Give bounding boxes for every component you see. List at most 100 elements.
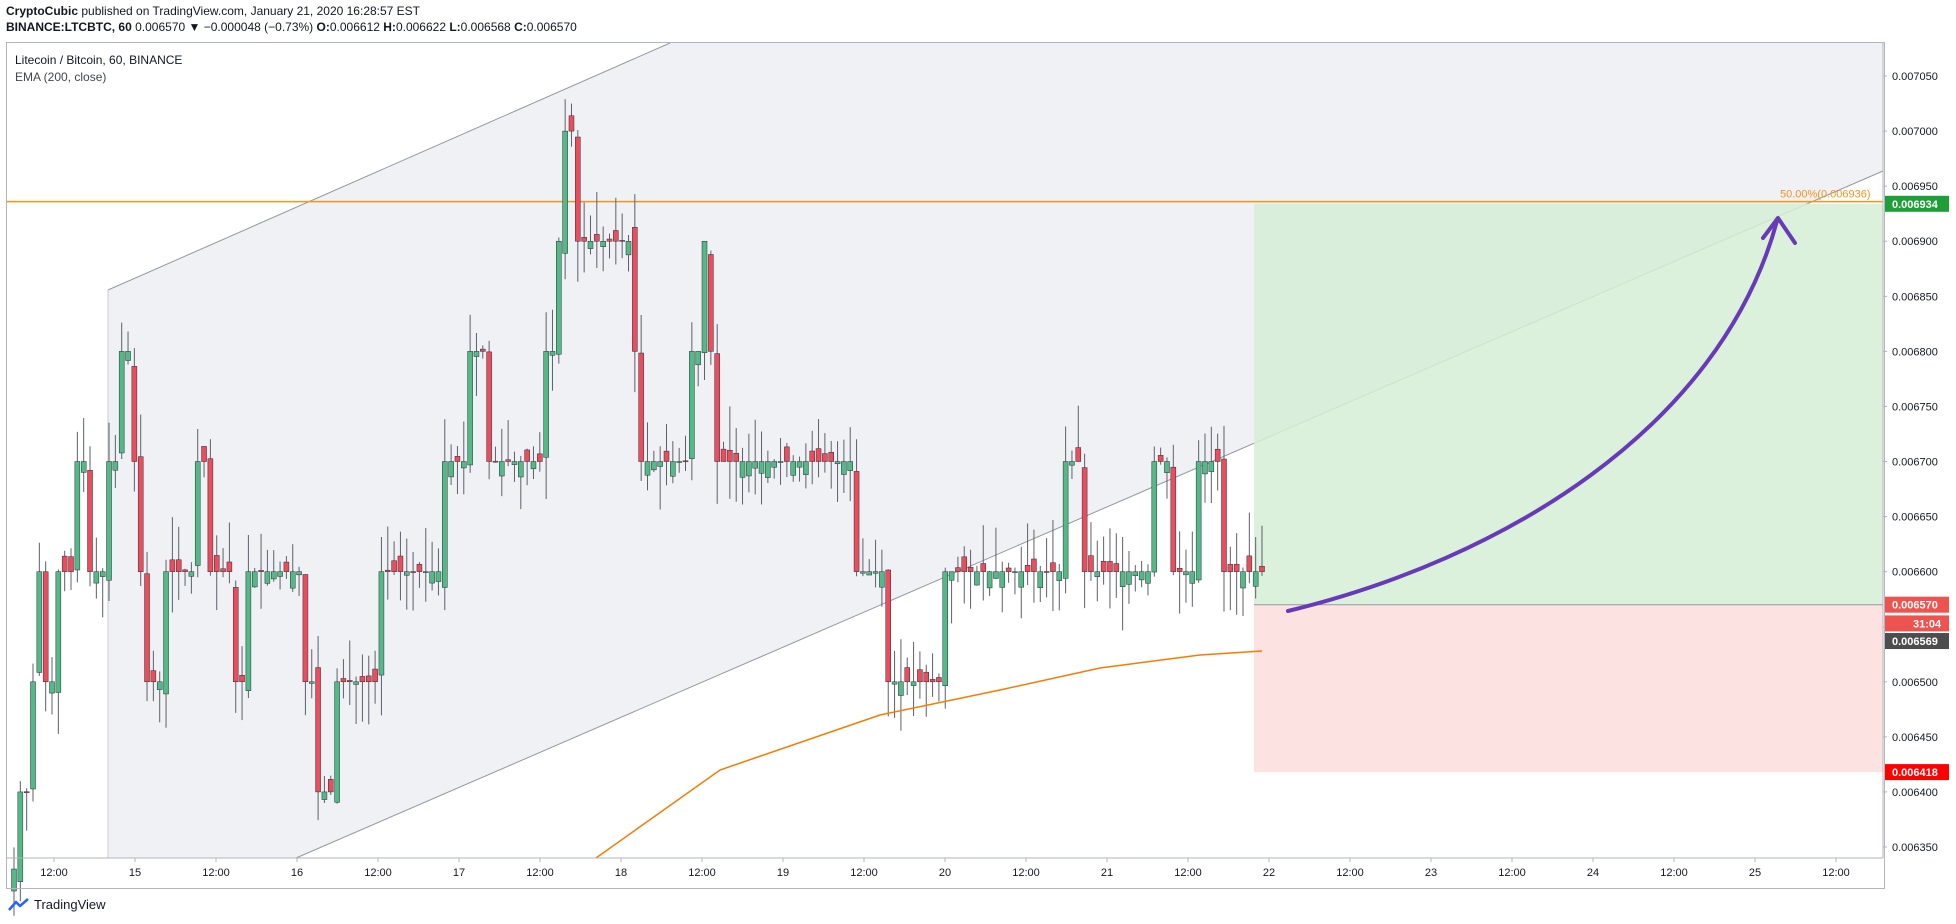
stop-zone: [1254, 604, 1883, 773]
candle-body: [289, 571, 296, 589]
low-value: 0.006568: [460, 20, 511, 34]
author-name[interactable]: CryptoCubic: [6, 4, 78, 18]
candle-body: [815, 448, 822, 462]
time-tick-label: 12:00: [688, 867, 716, 879]
candle-body: [467, 351, 473, 466]
candle-body: [334, 681, 340, 803]
price-tick-label: 0.007000: [1892, 126, 1938, 138]
time-tick-label: 12:00: [1498, 867, 1526, 879]
brand-label: TradingView: [34, 897, 106, 912]
last-price: 0.006570: [135, 20, 186, 34]
candle-body: [1050, 562, 1056, 572]
candle-body: [1208, 461, 1215, 472]
candle-body: [1246, 555, 1253, 572]
candle-body: [442, 461, 448, 588]
price-tag-last: [1884, 596, 1949, 613]
candle-body: [594, 234, 600, 242]
candle-body: [150, 670, 157, 683]
time-tick-label: 23: [1425, 867, 1437, 879]
candle-body: [841, 461, 847, 475]
candle-body: [1069, 461, 1075, 466]
candle-body: [480, 348, 486, 352]
candle-body: [644, 461, 651, 476]
candle-body: [1005, 567, 1012, 572]
candle-body: [391, 560, 397, 572]
candle-body: [1119, 571, 1126, 587]
open-value: 0.006612: [329, 20, 380, 34]
candle-body: [74, 461, 81, 571]
candle-body: [524, 449, 530, 462]
ema-line: [595, 650, 1263, 859]
candle-body: [397, 555, 404, 572]
channel-upper-line: [107, 42, 671, 291]
candle-body: [353, 681, 359, 685]
candle-body: [746, 461, 752, 477]
chart-header: CryptoCubic published on TradingView.com…: [6, 3, 1946, 35]
candle-body: [1138, 571, 1145, 581]
candle-body: [663, 450, 670, 462]
candle-body: [258, 570, 264, 572]
candle-body: [993, 571, 999, 579]
low-label: L:: [449, 20, 461, 34]
time-tick-label: 16: [291, 867, 303, 879]
time-tick-label: 15: [129, 867, 141, 879]
price-tick-label: 0.006400: [1892, 787, 1938, 799]
candle-body: [758, 461, 765, 474]
candle-body: [1214, 448, 1221, 462]
candle-body: [1233, 563, 1240, 572]
candle-body: [55, 571, 62, 693]
price-tick-label: 0.006900: [1892, 236, 1938, 248]
candle-body: [961, 556, 968, 572]
candle-body: [435, 571, 442, 582]
candle-body: [213, 555, 220, 572]
candle-body: [1132, 571, 1139, 576]
candle-body: [613, 230, 619, 242]
high-label: H:: [383, 20, 396, 34]
candle-body: [689, 351, 695, 459]
candle-body: [955, 567, 961, 572]
price-tick-label: 0.007050: [1892, 71, 1938, 83]
candle-body: [556, 240, 562, 355]
chart-frame: [6, 42, 1885, 889]
candle-body: [568, 115, 575, 132]
candle-body: [270, 571, 277, 580]
candle-body: [885, 569, 891, 683]
candle-body: [461, 461, 467, 469]
candle-body: [1113, 563, 1120, 572]
price-tick-label: 0.006450: [1892, 732, 1938, 744]
candle-body: [1221, 458, 1227, 572]
candle-body: [606, 238, 613, 242]
price-change: ▼ −0.000048 (−0.73%): [188, 20, 314, 34]
candle-body: [891, 681, 898, 685]
candle-body: [423, 571, 429, 573]
candle-body: [1227, 564, 1234, 572]
candle-body: [676, 461, 682, 463]
candle-body: [492, 460, 499, 463]
legend-indicator[interactable]: EMA (200, close): [15, 70, 107, 84]
candle-body: [245, 571, 252, 691]
candle-body: [372, 668, 378, 683]
price-tick-label: 0.006700: [1892, 457, 1938, 469]
candle-body: [866, 571, 872, 576]
time-tick-label: 18: [615, 867, 627, 879]
candle-body: [1259, 565, 1265, 572]
chart-legend: Litecoin / Bitcoin, 60, BINANCE EMA (200…: [15, 52, 182, 86]
candle-body: [765, 461, 771, 478]
candle-body: [600, 240, 606, 247]
publish-line: CryptoCubic published on TradingView.com…: [6, 3, 1946, 19]
candle-body: [251, 571, 258, 588]
candle-body: [61, 555, 68, 572]
footer-brand[interactable]: TradingView: [8, 897, 106, 912]
publish-text: published on TradingView.com, January 21…: [81, 4, 421, 18]
candle-body: [1157, 455, 1164, 462]
time-tick-label: 25: [1749, 867, 1761, 879]
candle-body: [1062, 461, 1069, 579]
candle-body: [549, 351, 556, 356]
candle-body: [657, 461, 663, 467]
time-tick-label: 22: [1263, 867, 1275, 879]
candle-body: [366, 675, 372, 683]
price-tick-label: 0.006800: [1892, 346, 1938, 358]
time-tick-label: 12:00: [1660, 867, 1688, 879]
candle-body: [30, 681, 36, 790]
